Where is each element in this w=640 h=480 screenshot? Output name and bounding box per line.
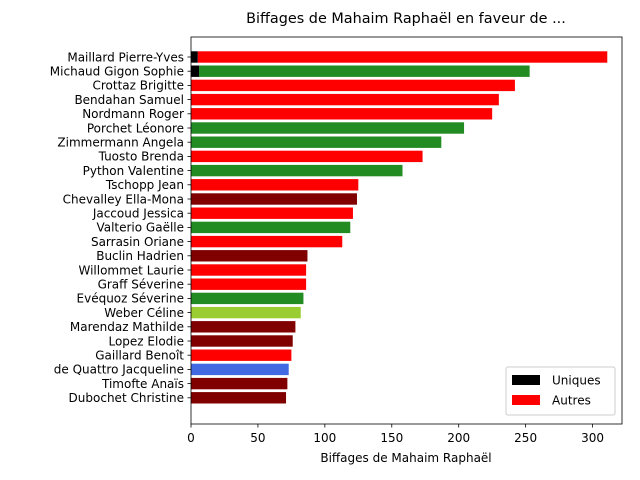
y-tick-label: Tschopp Jean: [105, 178, 184, 192]
x-tick-label: 100: [313, 431, 336, 445]
legend-swatch: [512, 375, 540, 385]
x-tick-label: 50: [250, 431, 265, 445]
y-tick-label: Chevalley Ella-Mona: [63, 192, 184, 206]
y-tick-label: Timofte Anaïs: [101, 377, 184, 391]
bar-autres: [191, 278, 307, 290]
bar-autres: [191, 264, 307, 276]
plot-frame: [190, 36, 623, 425]
chart-title: Biffages de Mahaim Raphaël en faveur de …: [246, 11, 566, 27]
bar-autres: [191, 150, 423, 163]
x-tick-label: 300: [581, 431, 604, 445]
y-tick-label: Buclin Hadrien: [96, 249, 184, 263]
bar-autres: [191, 377, 288, 390]
y-tick-label: Porchet Léonore: [87, 121, 184, 135]
y-tick-label: Graff Séverine: [98, 278, 184, 292]
y-tick-label: Valterio Gaëlle: [96, 221, 184, 235]
legend-label: Uniques: [552, 374, 601, 388]
y-tick-label: Willommet Laurie: [78, 263, 184, 277]
bar-autres: [191, 292, 304, 305]
x-tick-label: 250: [514, 431, 537, 445]
x-tick-label: 150: [380, 431, 403, 445]
y-tick-label: Marendaz Mathilde: [70, 320, 184, 334]
bars-group: [191, 51, 608, 404]
bar-uniques: [191, 65, 200, 77]
bar-autres: [191, 250, 308, 262]
bar-autres: [199, 65, 530, 77]
bar-autres: [191, 108, 493, 120]
bar-autres: [191, 122, 465, 134]
y-tick-label: Python Valentine: [83, 164, 184, 178]
y-tick-label: Gaillard Benoît: [95, 349, 184, 363]
bar-autres: [191, 207, 353, 219]
x-axis-ticks: 0 50 100 150 200 250 300: [187, 424, 604, 445]
y-tick-label: de Quattro Jacqueline: [54, 363, 184, 377]
bar-autres: [191, 93, 499, 106]
bar-autres: [191, 349, 292, 361]
bar-autres: [191, 363, 289, 376]
y-tick-label: Crottaz Brigitte: [92, 79, 184, 93]
y-tick-label: Lopez Elodie: [108, 334, 184, 348]
bar-autres: [191, 321, 296, 333]
legend: Uniques Autres: [505, 366, 616, 416]
x-tick-label: 200: [447, 431, 470, 445]
y-tick-label: Dubochet Christine: [69, 391, 184, 405]
y-tick-label: Nordmann Roger: [82, 107, 184, 121]
bar-autres: [191, 392, 287, 404]
legend-swatch: [512, 395, 540, 405]
bar-autres: [197, 51, 608, 63]
bar-autres: [191, 79, 515, 92]
x-axis-label: Biffages de Mahaim Raphaël: [320, 451, 491, 465]
bar-autres: [191, 306, 301, 319]
y-tick-label: Zimmermann Angela: [57, 136, 184, 150]
bar-autres: [191, 335, 293, 347]
y-tick-label: Jaccoud Jessica: [92, 207, 184, 221]
legend-label: Autres: [552, 394, 591, 408]
y-tick-label: Maillard Pierre-Yves: [67, 50, 184, 64]
bar-uniques: [191, 51, 198, 63]
bar-autres: [191, 164, 403, 177]
bar-autres: [191, 179, 359, 191]
y-tick-label: Evéquoz Séverine: [77, 292, 184, 306]
y-tick-label: Michaud Gigon Sophie: [50, 65, 184, 79]
bar-autres: [191, 235, 343, 248]
y-tick-label: Sarrasin Oriane: [91, 235, 184, 249]
x-tick-label: 0: [187, 431, 195, 445]
y-tick-label: Weber Céline: [104, 306, 184, 320]
y-tick-label: Bendahan Samuel: [74, 93, 184, 107]
bar-autres: [191, 221, 351, 234]
bar-autres: [191, 136, 442, 148]
y-tick-label: Tuosto Brenda: [98, 150, 184, 164]
bar-autres: [191, 193, 357, 205]
